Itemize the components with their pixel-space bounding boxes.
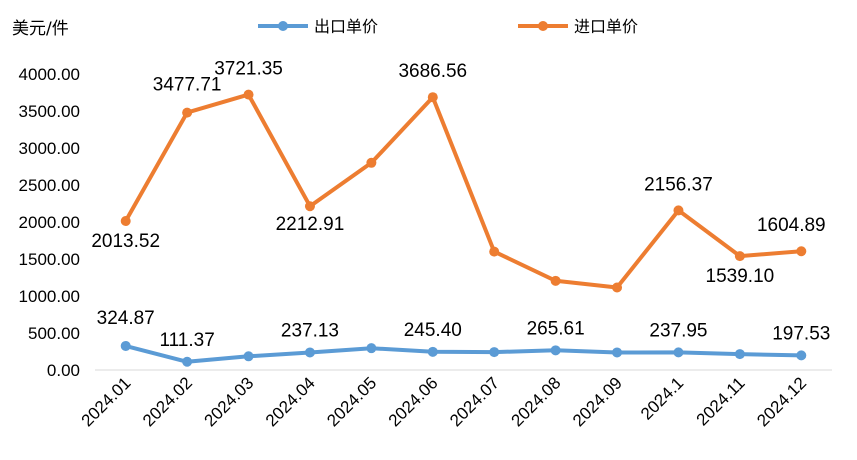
series-line bbox=[123, 344, 804, 364]
x-tick-label: 2024.05 bbox=[323, 373, 380, 430]
data-label: 3686.56 bbox=[398, 61, 467, 82]
data-point bbox=[120, 340, 131, 351]
data-point bbox=[243, 351, 254, 362]
data-label: 237.13 bbox=[281, 320, 339, 341]
x-tick-label: 2024.03 bbox=[200, 373, 257, 430]
legend-label: 出口单价 bbox=[314, 17, 378, 36]
y-tick-label: 4000.00 bbox=[19, 65, 80, 84]
data-label: 197.53 bbox=[772, 323, 830, 344]
data-point bbox=[366, 343, 377, 354]
y-tick-label: 1500.00 bbox=[19, 250, 80, 269]
data-point bbox=[427, 346, 438, 357]
x-tick-label: 2024.04 bbox=[262, 373, 319, 430]
data-label: 324.87 bbox=[97, 308, 155, 329]
data-label: 2156.37 bbox=[644, 174, 713, 195]
series-line bbox=[123, 92, 804, 290]
legend-marker bbox=[278, 21, 288, 31]
data-point bbox=[489, 347, 500, 358]
y-tick-label: 2500.00 bbox=[19, 176, 80, 195]
data-point bbox=[734, 349, 745, 360]
data-point bbox=[796, 350, 807, 361]
data-label: 1539.10 bbox=[706, 266, 775, 287]
data-point bbox=[182, 356, 193, 367]
legend-marker bbox=[538, 21, 548, 31]
x-tick-label: 2024.08 bbox=[508, 373, 565, 430]
legend: 出口单价 进口单价 bbox=[258, 17, 638, 36]
x-tick-label: 2024.09 bbox=[569, 373, 626, 430]
x-axis: 2024.01 2024.02 2024.03 2024.04 2024.05 2024.… bbox=[78, 369, 832, 430]
data-point bbox=[673, 205, 684, 216]
data-point bbox=[304, 201, 315, 212]
data-point bbox=[427, 92, 438, 103]
data-point bbox=[796, 246, 807, 257]
y-unit-label: 美元/件 bbox=[12, 19, 69, 39]
data-label: 265.61 bbox=[527, 318, 585, 339]
y-tick-label: 3500.00 bbox=[19, 102, 80, 121]
data-point bbox=[734, 251, 745, 262]
data-point bbox=[550, 275, 561, 286]
data-label: 2212.91 bbox=[276, 214, 345, 235]
data-point bbox=[612, 282, 623, 293]
data-label: 245.40 bbox=[404, 320, 462, 341]
y-tick-label: 3000.00 bbox=[19, 139, 80, 158]
data-point bbox=[489, 246, 500, 257]
data-point bbox=[304, 347, 315, 358]
data-label: 2013.52 bbox=[91, 231, 160, 252]
data-point bbox=[120, 215, 131, 226]
data-point bbox=[182, 107, 193, 118]
x-tick-label: 2024.01 bbox=[78, 373, 135, 430]
data-point bbox=[243, 89, 254, 100]
data-point bbox=[550, 345, 561, 356]
data-point bbox=[673, 347, 684, 358]
x-tick-label: 2024.02 bbox=[139, 373, 196, 430]
y-tick-label: 500.00 bbox=[28, 324, 80, 343]
x-tick-label: 2024.07 bbox=[446, 373, 503, 430]
x-tick-label: 2024.06 bbox=[385, 373, 442, 430]
data-label: 3721.35 bbox=[214, 59, 283, 80]
y-tick-label: 0.00 bbox=[47, 361, 80, 380]
y-tick-label: 2000.00 bbox=[19, 213, 80, 232]
y-tick-label: 1000.00 bbox=[19, 287, 80, 306]
data-label: 111.37 bbox=[159, 330, 214, 351]
data-label: 1604.89 bbox=[757, 215, 826, 236]
data-label: 3477.71 bbox=[153, 75, 222, 96]
x-tick-label: 2024.11 bbox=[693, 373, 749, 429]
data-point bbox=[366, 157, 377, 168]
data-point bbox=[612, 347, 623, 358]
y-axis: 0.00 500.00 1000.00 1500.00 2000.00 2500.00 30… bbox=[19, 65, 80, 380]
x-tick-label: 2024.12 bbox=[753, 373, 810, 430]
legend-label: 进口单价 bbox=[574, 17, 638, 36]
data-label: 237.95 bbox=[649, 320, 707, 341]
series-layer bbox=[120, 89, 807, 367]
x-tick-label: 2024.1 bbox=[637, 373, 687, 423]
